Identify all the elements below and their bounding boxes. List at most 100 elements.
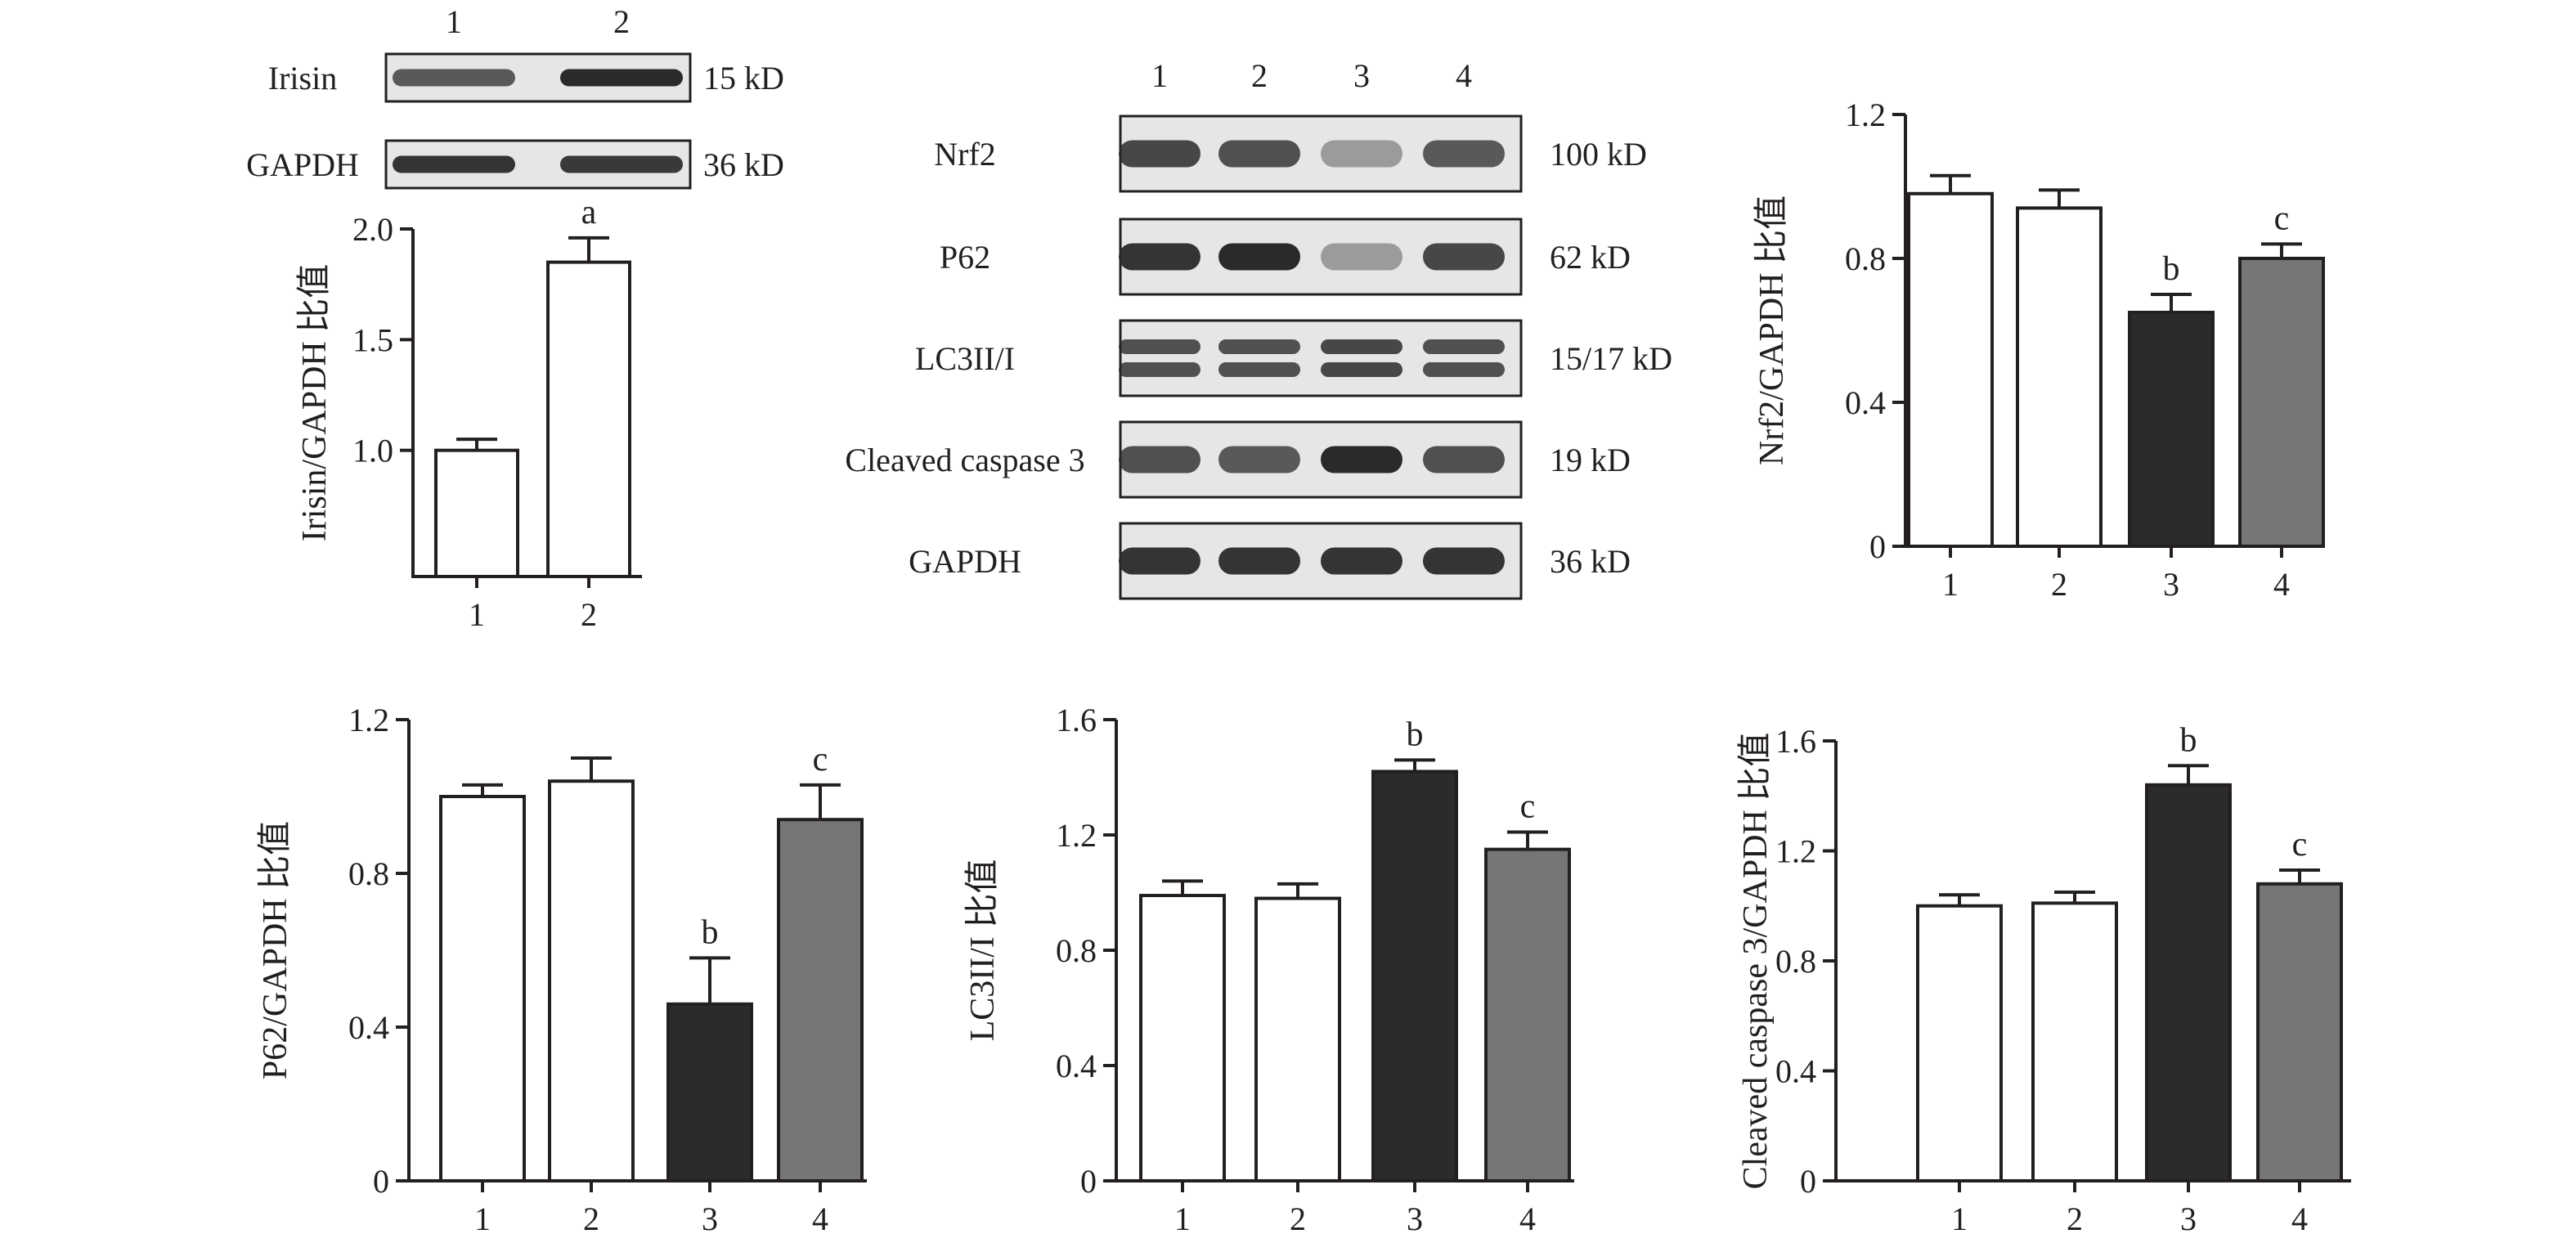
y-tick-label: 0 <box>1869 528 1886 565</box>
bar-charts: 1.0 1.5 2.0 Irisin/GAPDH 比值 1 a 2 0 0.4 0.8 1.2 Nrf… <box>257 96 2351 1237</box>
x-tick-label: 2 <box>1290 1200 1306 1237</box>
blot-band <box>1321 339 1402 354</box>
y-axis-label: Cleaved caspase 3/GAPDH 比值 <box>1737 733 1775 1190</box>
blot-band <box>1423 243 1505 271</box>
bar <box>2128 311 2215 548</box>
x-tick-label: 3 <box>2163 566 2179 603</box>
blot-band <box>560 155 683 173</box>
significance-label: b <box>1407 716 1424 753</box>
y-tick-label: 1.6 <box>1056 702 1097 738</box>
y-tick-label: 0.4 <box>348 1009 389 1046</box>
significance-label: a <box>581 194 597 231</box>
significance-label: c <box>2292 826 2308 864</box>
blot-band <box>1321 446 1402 473</box>
blot-size-label: 62 kD <box>1550 239 1631 276</box>
y-tick-label: 0.4 <box>1056 1048 1097 1084</box>
blot-size-label: 15/17 kD <box>1550 340 1672 377</box>
x-tick-label: 4 <box>2291 1200 2308 1237</box>
y-tick-label: 1.2 <box>1845 96 1886 133</box>
blot-band <box>1321 243 1402 271</box>
blot-band <box>560 69 683 87</box>
bar <box>1916 904 2003 1182</box>
blot-band <box>1119 446 1200 473</box>
blot-band <box>1218 547 1300 575</box>
blot-band <box>1218 140 1300 168</box>
x-tick-label: 3 <box>2180 1200 2197 1237</box>
significance-label: c <box>1520 788 1536 825</box>
y-tick-label: 0.4 <box>1775 1053 1816 1090</box>
y-axis-label: Irisin/GAPDH 比值 <box>296 264 334 542</box>
y-tick-label: 1.0 <box>352 433 393 469</box>
x-tick-label: 4 <box>1519 1200 1536 1237</box>
y-tick-label: 0.8 <box>1775 943 1816 980</box>
blot-band <box>393 69 515 87</box>
blot-size-label: 19 kD <box>1550 442 1631 478</box>
bar <box>666 1002 753 1183</box>
blot-membrane <box>1119 319 1523 397</box>
blot-band <box>1218 446 1300 473</box>
blot-band <box>1423 362 1505 377</box>
blot-protein-label: P62 <box>940 239 990 276</box>
blot-band <box>1119 243 1200 271</box>
bar <box>434 448 519 578</box>
y-tick-label: 0 <box>1080 1163 1097 1200</box>
y-axis-label: LC3II/I 比值 <box>964 859 1002 1042</box>
blot-band <box>1321 362 1402 377</box>
blot-band <box>1423 446 1505 473</box>
bar <box>777 818 864 1182</box>
pathway-blot: 1 2 3 4 Nrf2 100 kD P62 62 kD LC3II/I 15/17 kD Cle… <box>845 57 1672 600</box>
blot-band <box>1218 243 1300 271</box>
y-tick-label: 0.4 <box>1845 384 1886 421</box>
significance-label: b <box>702 913 719 951</box>
significance-label: b <box>2163 250 2180 288</box>
blot-band <box>1321 140 1402 168</box>
blot-band <box>1218 339 1300 354</box>
y-axis-label: Nrf2/GAPDH 比值 <box>1753 195 1791 465</box>
bar-chart: 1.0 1.5 2.0 Irisin/GAPDH 比值 1 a 2 <box>296 194 642 633</box>
y-tick-label: 0.8 <box>348 855 389 892</box>
blot-size-label: 100 kD <box>1550 136 1647 173</box>
blot-protein-label: LC3II/I <box>915 340 1015 377</box>
x-tick-label: 1 <box>1942 566 1959 603</box>
blot-lane-label: 3 <box>1353 57 1370 94</box>
x-tick-label: 2 <box>581 596 597 633</box>
blot-size-label: 36 kD <box>1550 543 1631 580</box>
bar-chart: 0 0.4 0.8 1.2 P62/GAPDH 比值 1 2 b 3 c 4 <box>257 702 867 1237</box>
blot-band <box>1119 547 1200 575</box>
bar <box>2016 206 2103 548</box>
y-tick-label: 2.0 <box>352 211 393 248</box>
y-tick-label: 1.2 <box>1056 817 1097 854</box>
x-tick-label: 3 <box>1407 1200 1423 1237</box>
bar <box>1371 770 1458 1182</box>
significance-label: b <box>2180 721 2197 759</box>
bar <box>1139 894 1226 1183</box>
bar <box>2145 783 2232 1182</box>
significance-label: c <box>2274 200 2290 237</box>
blot-protein-label: Irisin <box>268 60 337 96</box>
blot-band <box>1218 362 1300 377</box>
y-tick-label: 1.5 <box>352 321 393 358</box>
significance-label: c <box>813 741 828 779</box>
blot-band <box>1423 339 1505 354</box>
y-tick-label: 1.2 <box>348 702 389 738</box>
x-tick-label: 2 <box>2067 1200 2083 1237</box>
bar <box>1484 847 1571 1182</box>
bar <box>548 779 635 1182</box>
blot-size-label: 15 kD <box>703 60 784 96</box>
blot-lane-label: 1 <box>446 3 462 40</box>
irisin-blot: 1 2 Irisin 15 kD GAPDH 36 kD <box>246 3 784 190</box>
bar <box>2256 882 2343 1182</box>
blot-band <box>1119 362 1200 377</box>
bar <box>439 795 526 1182</box>
blot-protein-label: Nrf2 <box>934 136 996 173</box>
blot-band <box>393 155 515 173</box>
blot-band <box>1423 140 1505 168</box>
western-blots: 1 2 Irisin 15 kD GAPDH 36 kD 1 2 3 4 Nrf2 100 kD P62… <box>246 3 1672 600</box>
blot-band <box>1119 339 1200 354</box>
blot-protein-label: GAPDH <box>909 543 1021 580</box>
bar <box>1254 896 1341 1183</box>
blot-protein-label: Cleaved caspase 3 <box>845 442 1084 478</box>
blot-lane-label: 1 <box>1151 57 1168 94</box>
y-tick-label: 1.2 <box>1775 833 1816 870</box>
blot-band <box>1119 140 1200 168</box>
